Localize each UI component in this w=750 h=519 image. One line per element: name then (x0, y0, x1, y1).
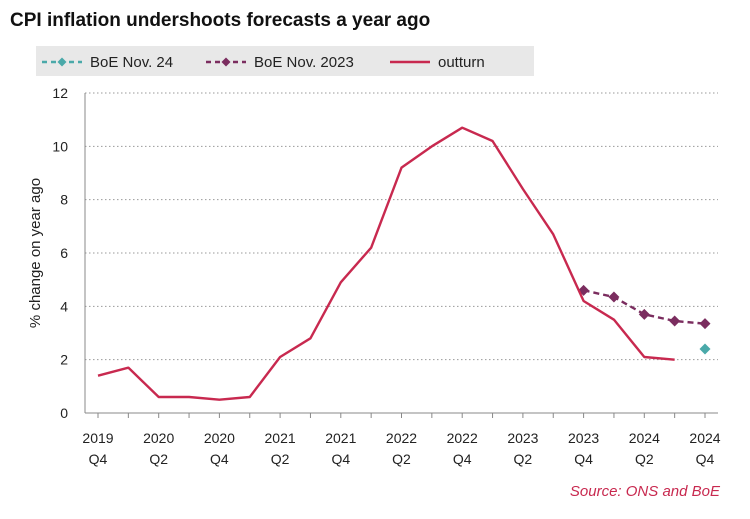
y-tick-label: 2 (60, 352, 68, 368)
x-tick-label-quarter: Q2 (392, 451, 411, 467)
y-tick-label: 12 (52, 85, 68, 101)
y-tick-label: 4 (60, 298, 68, 314)
y-axis-label: % change on year ago (27, 178, 44, 328)
legend (36, 46, 534, 76)
legend-label-outturn: outturn (438, 54, 485, 71)
x-tick-label-year: 2022 (447, 430, 478, 446)
x-tick-label-quarter: Q4 (696, 451, 715, 467)
series-line-boe-nov-2023 (583, 289, 706, 325)
x-tick-label-quarter: Q2 (149, 451, 168, 467)
legend-marker-boe-nov-24 (57, 57, 67, 67)
data-point-boe-nov-24 (699, 343, 711, 355)
x-tick-label-year: 2020 (143, 430, 174, 446)
y-tick-label: 0 (60, 405, 68, 421)
x-tick-label-year: 2023 (568, 430, 599, 446)
y-tick-label: 6 (60, 245, 68, 261)
x-tick-label-year: 2024 (689, 430, 720, 446)
x-tick-label-year: 2021 (325, 430, 356, 446)
data-point-boe-nov-2023 (669, 315, 681, 327)
x-tick-label-quarter: Q4 (331, 451, 350, 467)
x-tick-label-quarter: Q2 (514, 451, 533, 467)
x-tick-label-quarter: Q4 (574, 451, 593, 467)
x-tick-label-year: 2023 (507, 430, 538, 446)
legend-marker-boe-nov-2023 (221, 57, 231, 67)
x-tick-label-quarter: Q4 (210, 451, 229, 467)
x-tick-label-year: 2020 (204, 430, 235, 446)
x-tick-label-quarter: Q4 (453, 451, 472, 467)
chart-title: CPI inflation undershoots forecasts a ye… (10, 10, 431, 31)
data-point-boe-nov-2023 (638, 308, 650, 320)
x-tick-label-quarter: Q2 (635, 451, 654, 467)
x-tick-label-year: 2021 (265, 430, 296, 446)
y-tick-label: 8 (60, 192, 68, 208)
data-point-boe-nov-2023 (608, 291, 620, 303)
y-tick-label: 10 (52, 138, 68, 154)
legend-label-boe-nov-2023: BoE Nov. 2023 (254, 54, 354, 71)
legend-label-boe-nov-24: BoE Nov. 24 (90, 54, 173, 71)
x-tick-label-year: 2024 (629, 430, 660, 446)
x-tick-label-year: 2019 (82, 430, 113, 446)
x-tick-label-quarter: Q4 (89, 451, 108, 467)
x-tick-label-quarter: Q2 (271, 451, 290, 467)
source-note: Source: ONS and BoE (569, 483, 720, 500)
series-line-outturn (97, 126, 675, 401)
x-tick-label-year: 2022 (386, 430, 417, 446)
data-point-boe-nov-2023 (699, 318, 711, 330)
